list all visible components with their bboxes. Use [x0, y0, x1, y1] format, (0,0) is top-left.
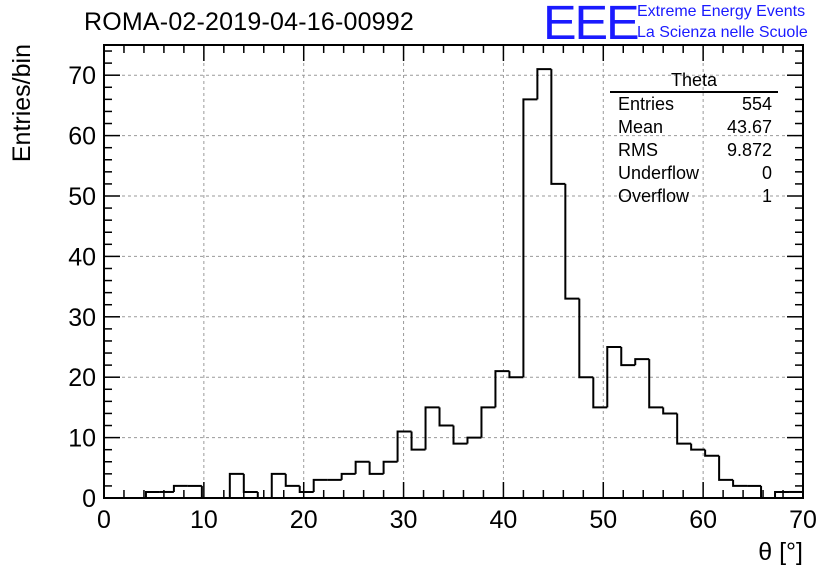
- histogram-bars: [104, 68, 803, 499]
- histogram-bin: [494, 370, 510, 408]
- histogram-bin: [634, 358, 650, 366]
- histogram-bin: [242, 473, 258, 493]
- stats-row-rms: RMS 9.872: [610, 139, 778, 162]
- histogram-bin: [690, 443, 706, 451]
- x-tick-label: 10: [190, 506, 218, 534]
- histogram-bin: [522, 98, 538, 378]
- histogram-bin: [662, 407, 678, 415]
- histogram-bin: [704, 449, 720, 457]
- histogram-bin: [298, 485, 314, 493]
- stats-value: 9.872: [726, 140, 772, 160]
- eee-logo: EEE: [543, 0, 640, 50]
- histogram-bin: [172, 484, 188, 492]
- stats-value: 554: [741, 94, 772, 114]
- histogram-bin: [382, 460, 398, 474]
- histogram-bin: [452, 425, 468, 445]
- stats-box-title: Theta: [610, 70, 778, 93]
- stats-label: Mean: [618, 117, 664, 137]
- histogram-bin: [508, 371, 524, 379]
- x-tick-label: 40: [490, 506, 518, 534]
- y-tick-label: 30: [68, 304, 96, 332]
- histogram-bin: [774, 490, 790, 498]
- histogram-bin: [620, 347, 636, 367]
- x-tick-labels: 0 10 20 30 40 50 60 70: [97, 506, 817, 534]
- stats-row-entries: Entries 554: [610, 93, 778, 116]
- x-tick-label: 20: [290, 506, 318, 534]
- histogram-bin: [284, 473, 300, 487]
- stats-label: Entries: [618, 94, 675, 114]
- plot-frame: [103, 44, 804, 499]
- stats-value: 43.67: [726, 117, 772, 137]
- histogram-bin: [480, 406, 496, 438]
- stats-row-underflow: Underflow 0: [610, 162, 778, 185]
- x-axis-label: θ [°]: [758, 538, 803, 566]
- y-tick-labels: 0 10 20 30 40 50 60 70: [68, 62, 96, 513]
- x-tick-label: 70: [789, 506, 817, 534]
- histogram-bin: [438, 407, 454, 427]
- axis-ticks: [103, 45, 804, 499]
- histogram-bin: [466, 436, 482, 444]
- histogram-bin: [228, 472, 244, 498]
- y-tick-label: 60: [68, 123, 96, 151]
- histogram-bin: [368, 461, 384, 475]
- histogram-bin: [410, 431, 426, 451]
- stats-row-overflow: Overflow 1: [610, 185, 778, 208]
- y-tick-label: 10: [68, 425, 96, 453]
- stats-value: 1: [761, 186, 772, 206]
- histogram-bin: [564, 183, 580, 300]
- stats-row-mean: Mean 43.67: [610, 116, 778, 139]
- histogram-bin: [648, 359, 664, 409]
- x-tick-label: 0: [97, 506, 111, 534]
- y-tick-label: 0: [82, 485, 96, 513]
- histogram-bin: [340, 472, 356, 480]
- y-tick-label: 40: [68, 243, 96, 271]
- histogram-bin: [424, 406, 440, 450]
- histogram-bin: [732, 479, 748, 487]
- histogram-bin: [578, 298, 594, 379]
- org-name-line1: Extreme Energy Events: [637, 3, 806, 20]
- histogram-bin: [550, 69, 566, 185]
- histogram-bin: [270, 472, 286, 498]
- histogram-bin: [536, 68, 552, 100]
- x-tick-label: 50: [589, 506, 617, 534]
- histogram-bin: [592, 377, 608, 409]
- stats-label: RMS: [618, 140, 658, 160]
- y-tick-label: 20: [68, 364, 96, 392]
- stats-box: Theta Entries 554 Mean 43.67 RMS 9.872 Underfl…: [610, 70, 778, 208]
- stats-value: 0: [761, 163, 772, 183]
- stats-label: Overflow: [618, 186, 690, 206]
- x-tick-label: 60: [689, 506, 717, 534]
- histogram-bin: [676, 413, 692, 445]
- y-tick-label: 50: [68, 183, 96, 211]
- histogram-bin: [312, 478, 328, 492]
- histogram-bin: [396, 430, 412, 462]
- x-tick-label: 30: [390, 506, 418, 534]
- histogram-bin: [606, 346, 622, 408]
- org-name-line2: La Scienza nelle Scuole: [637, 24, 808, 41]
- histogram-bin: [144, 490, 160, 498]
- chart-title: ROMA-02-2019-04-16-00992: [84, 8, 414, 36]
- y-axis-label: Entries/bin: [8, 44, 36, 162]
- histogram-bin: [718, 455, 734, 481]
- histogram-bin: [354, 460, 370, 474]
- stats-label: Underflow: [618, 163, 700, 183]
- y-tick-label: 70: [68, 62, 96, 90]
